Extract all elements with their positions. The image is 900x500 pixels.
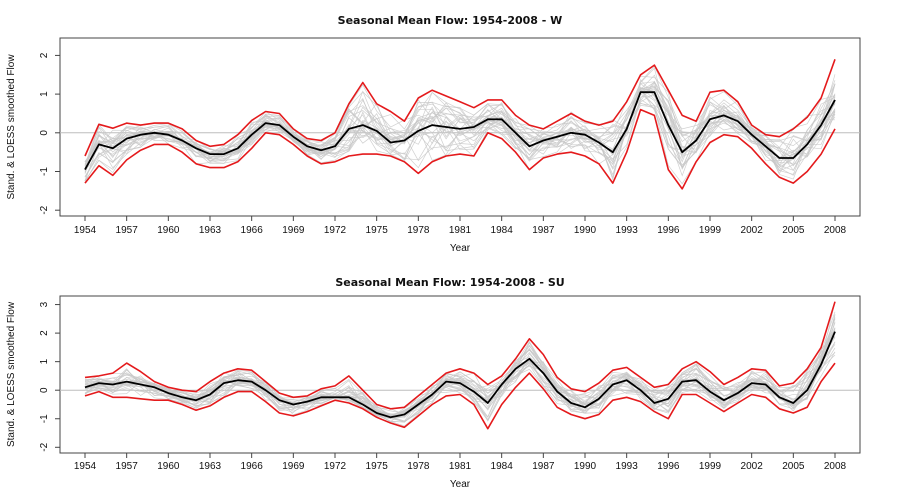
ensemble-line [84, 317, 836, 417]
x-tick-label: 1984 [491, 461, 514, 472]
ensemble-line [84, 321, 836, 419]
ensemble-line [84, 332, 836, 422]
y-tick-label: -1 [39, 167, 50, 176]
ensemble-line [84, 105, 836, 185]
series-line-lower [84, 362, 836, 430]
x-tick-label: 1993 [616, 225, 639, 236]
y-tick-label: 3 [39, 301, 50, 307]
ensemble-line [84, 82, 836, 171]
y-tick-label: 0 [39, 130, 50, 136]
ensemble-line [84, 84, 836, 162]
x-tick-label: 1984 [491, 225, 514, 236]
x-tick-label: 2005 [782, 225, 805, 236]
series-line-lower [84, 108, 836, 190]
y-tick-label: 2 [39, 330, 50, 336]
y-tick-label: -1 [39, 414, 50, 423]
x-tick-label: 1960 [157, 225, 180, 236]
ensemble-line [84, 314, 836, 417]
ensemble-line [84, 318, 836, 417]
x-tick-label: 1975 [366, 461, 389, 472]
ensemble-line [84, 67, 836, 167]
ensemble-line [84, 341, 836, 417]
x-tick-label: 1954 [74, 461, 97, 472]
x-tick-label: 1987 [532, 461, 555, 472]
x-tick-label: 1966 [241, 461, 264, 472]
ensemble-line [84, 86, 836, 164]
ensemble-line [84, 329, 836, 423]
y-tick-label: -2 [39, 442, 50, 451]
ensemble-line [84, 351, 836, 427]
x-tick-label: 1996 [657, 461, 680, 472]
x-tick-label: 1960 [157, 461, 180, 472]
series-line-mean [84, 331, 836, 419]
x-tick-label: 2008 [824, 461, 847, 472]
x-tick-label: 1963 [199, 225, 222, 236]
y-tick-label: 0 [39, 387, 50, 393]
chart-title: Seasonal Mean Flow: 1954-2008 - W [338, 14, 563, 27]
x-tick-label: 1990 [574, 225, 597, 236]
x-tick-label: 1993 [616, 461, 639, 472]
x-tick-label: 1981 [449, 461, 472, 472]
y-axis-label: Stand. & LOESS smoothed Flow [6, 301, 17, 447]
series-line-upper [84, 301, 836, 410]
chart-panel-w: Seasonal Mean Flow: 1954-2008 - W 1954 195… [6, 14, 861, 254]
x-tick-label: 1978 [407, 225, 430, 236]
ensemble-lines [84, 65, 836, 185]
series-line-upper [84, 59, 836, 157]
chart-panel-su: Seasonal Mean Flow: 1954-2008 - SU 1954 19… [6, 276, 861, 490]
x-axis-label: Year [450, 243, 471, 254]
x-tick-label: 1972 [324, 225, 347, 236]
x-tick-label: 1996 [657, 225, 680, 236]
ensemble-line [84, 318, 836, 419]
ensemble-line [84, 65, 836, 169]
ensemble-line [84, 82, 836, 170]
x-tick-label: 2002 [741, 461, 764, 472]
y-tick-label: 1 [39, 358, 50, 364]
chart-title: Seasonal Mean Flow: 1954-2008 - SU [335, 276, 564, 289]
x-tick-label: 1969 [282, 461, 305, 472]
y-axis-label: Stand. & LOESS smoothed Flow [6, 54, 17, 200]
x-tick-label: 1957 [116, 461, 139, 472]
x-tick-label: 1972 [324, 461, 347, 472]
x-tick-label: 2005 [782, 461, 805, 472]
x-tick-label: 1999 [699, 225, 722, 236]
ensemble-line [84, 78, 836, 162]
x-tick-label: 1963 [199, 461, 222, 472]
y-tick-label: 1 [39, 91, 50, 97]
x-tick-label: 1966 [241, 225, 264, 236]
plot-frame [59, 295, 861, 454]
x-tick-label: 2008 [824, 225, 847, 236]
ensemble-line [84, 92, 836, 181]
series-line-mean [84, 91, 836, 171]
x-tick-label: 1990 [574, 461, 597, 472]
x-tick-label: 1957 [116, 225, 139, 236]
y-tick-label: 2 [39, 52, 50, 58]
x-tick-label: 1978 [407, 461, 430, 472]
x-tick-label: 1981 [449, 225, 472, 236]
x-tick-label: 1975 [366, 225, 389, 236]
ensemble-lines [84, 301, 836, 427]
x-tick-label: 1954 [74, 225, 97, 236]
x-tick-label: 1999 [699, 461, 722, 472]
x-axis-label: Year [450, 479, 471, 490]
x-tick-label: 2002 [741, 225, 764, 236]
ensemble-line [84, 92, 836, 173]
x-tick-label: 1969 [282, 225, 305, 236]
x-tick-label: 1987 [532, 225, 555, 236]
y-tick-label: -2 [39, 205, 50, 214]
ensemble-line [84, 85, 836, 174]
